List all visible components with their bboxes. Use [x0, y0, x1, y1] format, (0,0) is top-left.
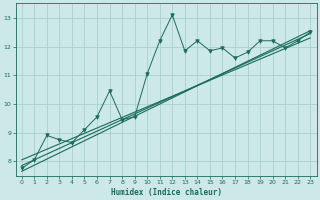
X-axis label: Humidex (Indice chaleur): Humidex (Indice chaleur): [110, 188, 221, 197]
